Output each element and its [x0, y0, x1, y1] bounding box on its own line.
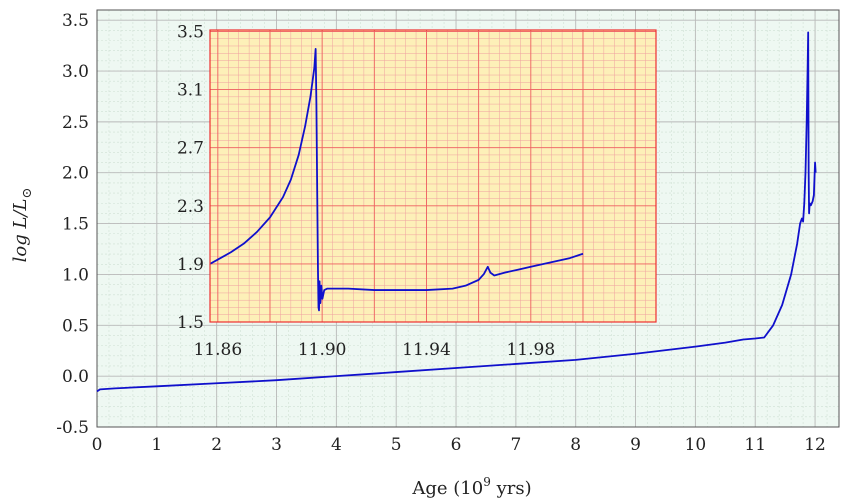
inset-x-tick-label: 11.94	[402, 340, 451, 360]
inset-x-tick-label: 11.90	[298, 340, 347, 360]
y-tick-label: 0.5	[62, 316, 89, 336]
y-tick-label: 3.0	[62, 62, 89, 82]
y-tick-label: 2.5	[62, 113, 89, 133]
inset-luminosity-curve	[210, 47, 584, 312]
inset-y-tick-label: 2.3	[177, 197, 204, 217]
inset-x-tick-label: 11.86	[193, 340, 242, 360]
main-luminosity-curve	[96, 31, 817, 393]
y-tick-label: 1.5	[62, 215, 89, 235]
inset-y-tick-label: 1.5	[177, 313, 204, 333]
inset-y-tick-label: 3.1	[177, 81, 204, 101]
inset-y-tick-label: 2.7	[177, 139, 204, 159]
x-tick-label: 12	[804, 435, 826, 455]
inset-y-tick-label: 1.9	[177, 255, 204, 275]
x-axis-label: Age (109 yrs)	[411, 475, 531, 499]
x-tick-label: 3	[271, 435, 282, 455]
y-axis-label: log L/L⊙	[10, 188, 35, 263]
x-tick-label: 5	[391, 435, 402, 455]
x-tick-label: 11	[744, 435, 766, 455]
inset-grid	[210, 30, 656, 322]
inset-y-tick-label: 3.5	[177, 22, 204, 42]
y-tick-label: 2.0	[62, 164, 89, 184]
y-tick-label: 0.0	[62, 367, 89, 387]
y-tick-label: -0.5	[56, 418, 89, 438]
y-tick-label: 1.0	[62, 265, 89, 285]
x-tick-label: 7	[510, 435, 521, 455]
x-tick-label: 4	[331, 435, 342, 455]
x-tick-label: 8	[570, 435, 581, 455]
x-tick-label: 1	[151, 435, 162, 455]
inset-frame	[209, 29, 657, 323]
inset-background	[210, 30, 656, 322]
x-tick-label: 10	[685, 435, 707, 455]
inset-plot: 11.86 11.90 11.94 11.98 1.5 1.9 2.3 2.7 3.1 3.5	[177, 22, 657, 360]
x-tick-label: 6	[451, 435, 462, 455]
inset-x-tick-label: 11.98	[506, 340, 555, 360]
x-tick-label: 2	[211, 435, 222, 455]
main-plot-frame	[96, 9, 840, 428]
x-tick-label: 0	[92, 435, 103, 455]
y-tick-label: 3.5	[62, 11, 89, 31]
x-tick-label: 9	[630, 435, 641, 455]
